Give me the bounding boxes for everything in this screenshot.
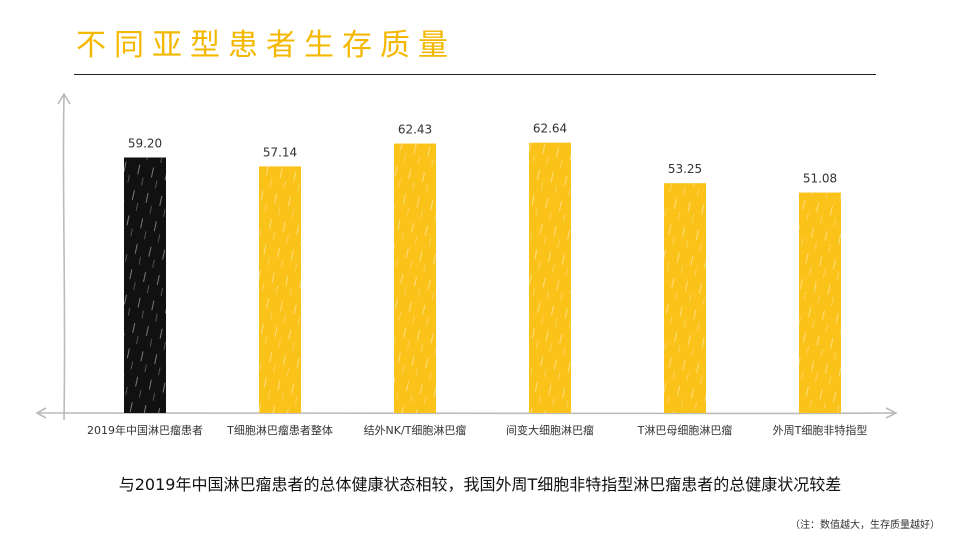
bar-3 xyxy=(394,143,436,414)
category-label: 外周T细胞非特指型 xyxy=(773,423,868,437)
x-axis xyxy=(37,411,896,415)
page-title: 不同亚型患者生存质量 xyxy=(76,28,456,63)
category-label: 2019年中国淋巴瘤患者 xyxy=(87,423,203,437)
value-label: 59.20 xyxy=(128,137,162,151)
bar-texture xyxy=(259,166,301,413)
bar-texture xyxy=(664,183,706,413)
conclusion-text: 与2019年中国淋巴瘤患者的总体健康状态相较，我国外周T细胞非特指型淋巴瘤患者的… xyxy=(118,475,842,494)
x-axis-arrow xyxy=(35,407,47,419)
bar-texture xyxy=(529,142,571,414)
category-label: T淋巴母细胞淋巴瘤 xyxy=(637,423,733,437)
y-axis xyxy=(62,95,66,421)
value-label: 51.08 xyxy=(803,172,837,186)
title-divider xyxy=(74,74,876,75)
footnote: （注：数值越大，生存质量越好） xyxy=(790,520,940,531)
bar-texture xyxy=(799,192,841,413)
bar-2 xyxy=(259,166,301,413)
bar-texture xyxy=(394,143,436,414)
y-axis-arrow xyxy=(57,92,71,105)
value-label: 62.43 xyxy=(398,123,432,137)
value-label: 57.14 xyxy=(263,145,297,159)
value-label: 62.64 xyxy=(533,122,567,136)
bar-4 xyxy=(529,142,571,414)
bar-texture xyxy=(124,157,166,413)
bar-1 xyxy=(124,157,166,413)
category-label: 结外NK/T细胞淋巴瘤 xyxy=(364,423,467,437)
x-axis-arrow-right xyxy=(885,407,898,419)
category-label: 间变大细胞淋巴瘤 xyxy=(506,423,594,437)
bar-5 xyxy=(664,183,706,413)
bar-6 xyxy=(799,192,841,413)
value-label: 53.25 xyxy=(668,162,702,176)
category-label: T细胞淋巴瘤患者整体 xyxy=(226,423,333,437)
